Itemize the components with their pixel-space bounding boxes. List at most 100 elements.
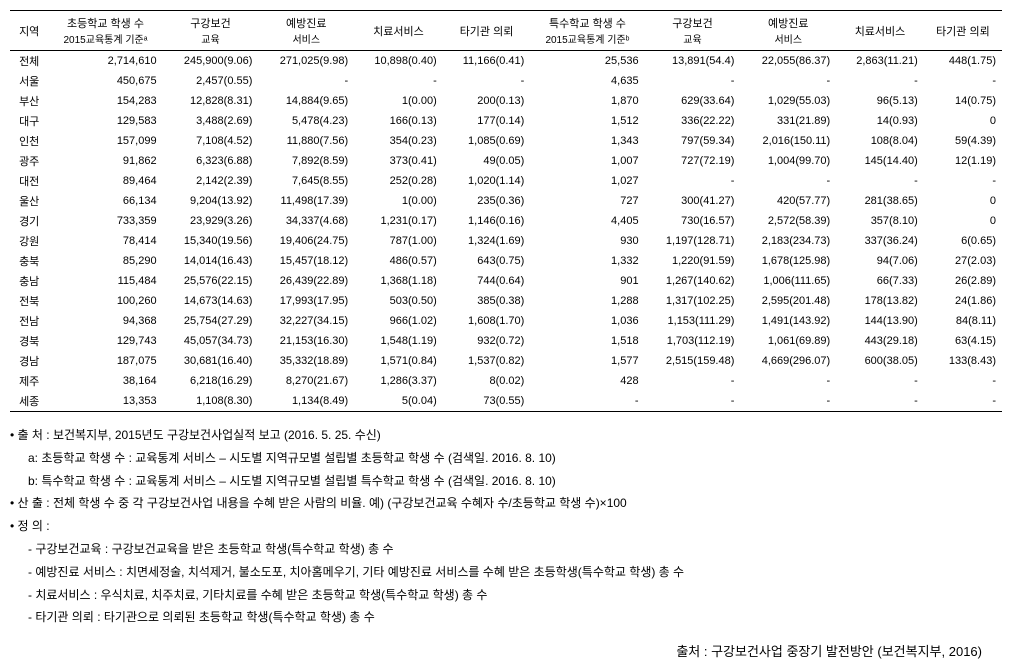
table-cell: 32,227(34.15) bbox=[258, 311, 354, 331]
table-cell: 부산 bbox=[10, 91, 48, 111]
table-cell: 4,669(296.07) bbox=[740, 351, 836, 371]
table-cell: 1,678(125.98) bbox=[740, 251, 836, 271]
column-header: 특수학교 학생 수2015교육통계 기준ᵇ bbox=[530, 11, 644, 51]
table-cell: - bbox=[836, 171, 924, 191]
column-header: 치료서비스 bbox=[836, 11, 924, 51]
column-header: 치료서비스 bbox=[354, 11, 443, 51]
table-cell: 5,478(4.23) bbox=[258, 111, 354, 131]
table-cell: 730(16.57) bbox=[645, 211, 741, 231]
table-cell: 11,166(0.41) bbox=[443, 51, 531, 72]
column-header: 초등학교 학생 수2015교육통계 기준ᵃ bbox=[48, 11, 162, 51]
column-header: 타기관 의뢰 bbox=[924, 11, 1002, 51]
table-cell: 1,288 bbox=[530, 291, 644, 311]
table-row: 울산66,1349,204(13.92)11,498(17.39)1(0.00)… bbox=[10, 191, 1002, 211]
table-cell: 1,368(1.18) bbox=[354, 271, 443, 291]
table-cell: 1,108(8.30) bbox=[163, 391, 259, 412]
note-line: 타기관 의뢰 : 타기관으로 의뢰된 초등학교 학생(특수학교 학생) 총 수 bbox=[10, 606, 1002, 629]
table-cell: 1,085(0.69) bbox=[443, 131, 531, 151]
table-cell: 129,743 bbox=[48, 331, 162, 351]
table-cell: 94(7.06) bbox=[836, 251, 924, 271]
table-cell: 1(0.00) bbox=[354, 91, 443, 111]
table-row: 경남187,07530,681(16.40)35,332(18.89)1,571… bbox=[10, 351, 1002, 371]
table-cell: 8(0.02) bbox=[443, 371, 531, 391]
table-cell: 385(0.38) bbox=[443, 291, 531, 311]
table-cell: 14(0.75) bbox=[924, 91, 1002, 111]
table-row: 충남115,48425,576(22.15)26,439(22.89)1,368… bbox=[10, 271, 1002, 291]
table-cell: 1,061(69.89) bbox=[740, 331, 836, 351]
table-cell: 200(0.13) bbox=[443, 91, 531, 111]
table-cell: 1,036 bbox=[530, 311, 644, 331]
table-cell: 12(1.19) bbox=[924, 151, 1002, 171]
table-cell: 15,340(19.56) bbox=[163, 231, 259, 251]
table-row: 대구129,5833,488(2.69)5,478(4.23)166(0.13)… bbox=[10, 111, 1002, 131]
table-cell: 45,057(34.73) bbox=[163, 331, 259, 351]
table-cell: 2,142(2.39) bbox=[163, 171, 259, 191]
table-cell: 1,006(111.65) bbox=[740, 271, 836, 291]
note-line: 예방진료 서비스 : 치면세정술, 치석제거, 불소도포, 치아홈메우기, 기타… bbox=[10, 561, 1002, 584]
table-cell: 13,891(54.4) bbox=[645, 51, 741, 72]
table-cell: 1,324(1.69) bbox=[443, 231, 531, 251]
table-cell: 14,673(14.63) bbox=[163, 291, 259, 311]
table-cell: 전체 bbox=[10, 51, 48, 72]
table-cell: 27(2.03) bbox=[924, 251, 1002, 271]
table-row: 제주38,1646,218(16.29)8,270(21.67)1,286(3.… bbox=[10, 371, 1002, 391]
table-cell: - bbox=[443, 71, 531, 91]
notes-section: 출 처 : 보건복지부, 2015년도 구강보건사업실적 보고 (2016. 5… bbox=[10, 424, 1002, 629]
table-cell: 1,512 bbox=[530, 111, 644, 131]
table-cell: 19,406(24.75) bbox=[258, 231, 354, 251]
table-cell: 4,635 bbox=[530, 71, 644, 91]
column-header: 구강보건교육 bbox=[645, 11, 741, 51]
table-cell: 1,577 bbox=[530, 351, 644, 371]
table-cell: - bbox=[740, 171, 836, 191]
table-cell: - bbox=[924, 71, 1002, 91]
table-cell: 34,337(4.68) bbox=[258, 211, 354, 231]
table-cell: 94,368 bbox=[48, 311, 162, 331]
table-cell: 966(1.02) bbox=[354, 311, 443, 331]
table-row: 광주91,8626,323(6.88)7,892(8.59)373(0.41)4… bbox=[10, 151, 1002, 171]
table-cell: 1(0.00) bbox=[354, 191, 443, 211]
table-cell: 5(0.04) bbox=[354, 391, 443, 412]
table-cell: - bbox=[530, 391, 644, 412]
table-cell: 96(5.13) bbox=[836, 91, 924, 111]
table-cell: 6,218(16.29) bbox=[163, 371, 259, 391]
table-cell: 6,323(6.88) bbox=[163, 151, 259, 171]
table-row: 인천157,0997,108(4.52)11,880(7.56)354(0.23… bbox=[10, 131, 1002, 151]
table-cell: 1,548(1.19) bbox=[354, 331, 443, 351]
table-cell: 727 bbox=[530, 191, 644, 211]
table-row: 충북85,29014,014(16.43)15,457(18.12)486(0.… bbox=[10, 251, 1002, 271]
table-cell: 충남 bbox=[10, 271, 48, 291]
table-cell: 1,491(143.92) bbox=[740, 311, 836, 331]
table-cell: 1,220(91.59) bbox=[645, 251, 741, 271]
table-cell: 901 bbox=[530, 271, 644, 291]
table-cell: 25,536 bbox=[530, 51, 644, 72]
table-cell: 8,270(21.67) bbox=[258, 371, 354, 391]
column-header: 타기관 의뢰 bbox=[443, 11, 531, 51]
table-cell: 전북 bbox=[10, 291, 48, 311]
table-cell: 428 bbox=[530, 371, 644, 391]
table-cell: 대전 bbox=[10, 171, 48, 191]
table-cell: 744(0.64) bbox=[443, 271, 531, 291]
table-cell: 1,029(55.03) bbox=[740, 91, 836, 111]
note-line: 출 처 : 보건복지부, 2015년도 구강보건사업실적 보고 (2016. 5… bbox=[10, 424, 1002, 447]
table-cell: 450,675 bbox=[48, 71, 162, 91]
table-cell: 충북 bbox=[10, 251, 48, 271]
table-row: 서울450,6752,457(0.55)---4,635---- bbox=[10, 71, 1002, 91]
table-cell: 14,884(9.65) bbox=[258, 91, 354, 111]
table-cell: 12,828(8.31) bbox=[163, 91, 259, 111]
table-cell: 66,134 bbox=[48, 191, 162, 211]
note-line: 산 출 : 전체 학생 수 중 각 구강보건사업 내용을 수혜 받은 사람의 비… bbox=[10, 492, 1002, 515]
oral-health-statistics-table: 지역초등학교 학생 수2015교육통계 기준ᵃ구강보건교육예방진료서비스치료서비… bbox=[10, 10, 1002, 412]
table-cell: 인천 bbox=[10, 131, 48, 151]
table-cell: 1,870 bbox=[530, 91, 644, 111]
table-cell: 35,332(18.89) bbox=[258, 351, 354, 371]
table-row: 세종13,3531,108(8.30)1,134(8.49)5(0.04)73(… bbox=[10, 391, 1002, 412]
table-cell: 제주 bbox=[10, 371, 48, 391]
table-cell: - bbox=[740, 391, 836, 412]
table-cell: 177(0.14) bbox=[443, 111, 531, 131]
table-cell: 경북 bbox=[10, 331, 48, 351]
table-cell: 91,862 bbox=[48, 151, 162, 171]
table-cell: 11,498(17.39) bbox=[258, 191, 354, 211]
table-cell: 727(72.19) bbox=[645, 151, 741, 171]
table-cell: 154,283 bbox=[48, 91, 162, 111]
table-cell: 2,863(11.21) bbox=[836, 51, 924, 72]
